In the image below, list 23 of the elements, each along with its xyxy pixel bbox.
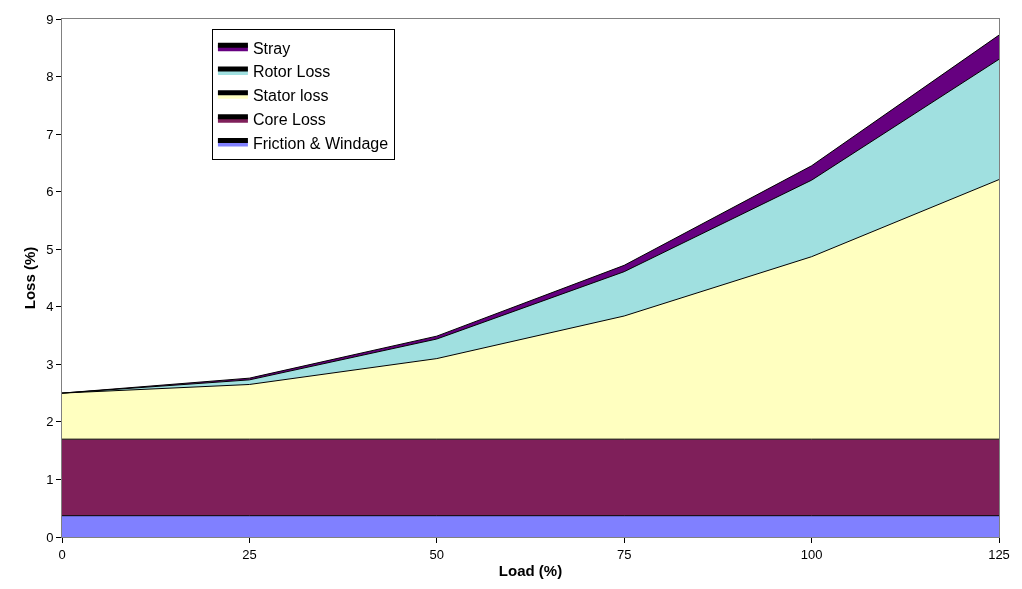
legend-label: Friction & Windage <box>252 134 389 152</box>
y-tick-label: 3 <box>46 356 54 372</box>
y-axis-title: Loss (%) <box>21 246 39 310</box>
y-tick-label: 1 <box>46 471 54 487</box>
x-tick-label: 75 <box>616 546 632 562</box>
x-tick-label: 50 <box>429 546 445 562</box>
legend-label: Stator loss <box>252 87 329 105</box>
y-tick-label: 9 <box>46 11 54 27</box>
y-tick-label: 8 <box>46 69 54 85</box>
y-tick-label: 5 <box>46 241 54 257</box>
legend-label: Core Loss <box>252 110 326 128</box>
x-tick-label: 100 <box>800 546 823 562</box>
x-tick-label: 125 <box>988 546 1010 562</box>
y-tick-label: 4 <box>46 299 54 315</box>
legend-label: Rotor Loss <box>252 63 331 81</box>
legend-label: Stray <box>252 39 291 57</box>
y-tick-label: 2 <box>46 414 54 430</box>
x-tick-label: 25 <box>242 546 257 562</box>
x-tick-label: 0 <box>58 546 66 562</box>
x-axis-title: Load (%) <box>498 561 563 579</box>
y-tick-label: 7 <box>46 126 54 142</box>
y-tick-label: 0 <box>46 529 54 545</box>
y-tick-label: 6 <box>46 184 54 200</box>
